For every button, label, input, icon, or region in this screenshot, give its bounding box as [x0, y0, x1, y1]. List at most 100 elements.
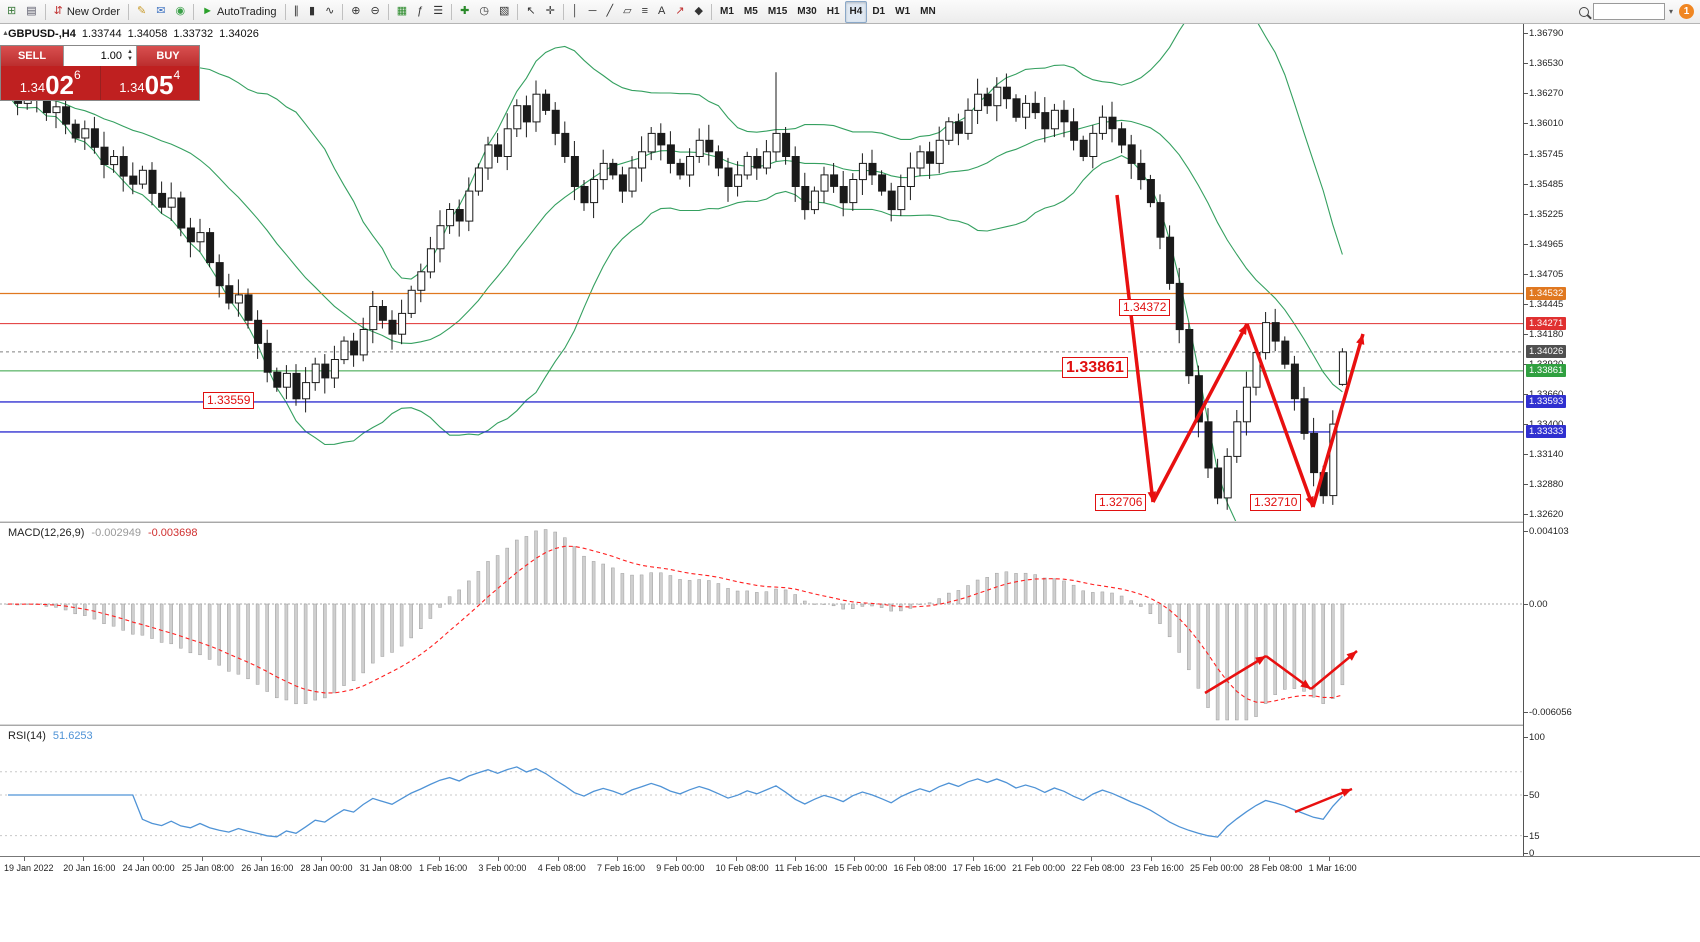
timeframe-m30[interactable]: M30: [797, 6, 817, 17]
buy-price[interactable]: 1.34 05 4: [101, 66, 200, 100]
candlestick-button[interactable]: ▮: [304, 1, 320, 23]
arrows-tool-button[interactable]: ↗: [670, 1, 689, 23]
price-annotation: 1.33861: [1062, 357, 1128, 378]
search-dropdown-icon[interactable]: ▾: [1668, 7, 1673, 16]
axis-label: 1.34180: [1529, 329, 1564, 341]
community-button[interactable]: ◉: [170, 1, 190, 23]
axis-tick-mark: [1524, 853, 1528, 854]
crosshair-icon: ✛: [545, 5, 555, 17]
axis-tick-mark: [1524, 394, 1528, 396]
mql-editor-icon: ✎: [137, 5, 147, 17]
profiles-icon: ▤: [26, 5, 37, 17]
zoom-in-button[interactable]: ⊕: [346, 1, 365, 23]
chats-button[interactable]: ✉: [151, 1, 170, 23]
timeframe-h1[interactable]: H1: [826, 6, 840, 17]
axis-label: 1.35225: [1529, 208, 1564, 220]
bar-chart-button[interactable]: ∥: [289, 1, 305, 23]
volume-input[interactable]: [64, 49, 125, 63]
panel-separator[interactable]: [0, 521, 1700, 524]
channel-button[interactable]: ▱: [618, 1, 636, 23]
sell-price[interactable]: 1.34 02 6: [1, 66, 100, 100]
toolbar-separator: [193, 3, 195, 20]
axis-tick-mark: [1524, 424, 1528, 426]
add-indicator-button[interactable]: ✚: [455, 1, 474, 23]
text-button[interactable]: A: [653, 1, 670, 23]
macd-chart[interactable]: [0, 523, 1523, 723]
periods-button[interactable]: ◷: [474, 1, 494, 23]
time-tick-mark: [498, 857, 500, 861]
panel-separator[interactable]: [0, 724, 1700, 727]
timeframe-mn[interactable]: MN: [920, 6, 936, 17]
profiles-button[interactable]: ▤: [21, 1, 41, 23]
vertical-line-button[interactable]: │: [567, 1, 584, 23]
time-label: 3 Feb 00:00: [478, 863, 527, 873]
tile-windows-icon: ▦: [396, 5, 408, 17]
new-order-button-label: New Order: [66, 5, 121, 18]
notification-badge[interactable]: 1: [1679, 4, 1694, 19]
volume-down-icon[interactable]: ▼: [127, 56, 133, 62]
axis-label: 0.004103: [1529, 525, 1569, 537]
new-order-button[interactable]: ⇵ New Order: [49, 1, 125, 23]
toolbar-separator: [44, 3, 46, 20]
timeframe-m1[interactable]: M1: [720, 6, 734, 17]
timeframe-m5[interactable]: M5: [743, 6, 758, 17]
rsi-name: RSI(14): [8, 730, 46, 742]
volume-stepper[interactable]: ▲ ▼: [124, 49, 136, 62]
sell-button[interactable]: SELL: [1, 46, 63, 66]
line-chart-button[interactable]: ∿: [320, 1, 339, 23]
time-label: 25 Jan 08:00: [181, 863, 234, 873]
shapes-button[interactable]: ◆: [690, 1, 708, 23]
axis-tick-mark: [1524, 514, 1528, 516]
time-tick-mark: [439, 857, 441, 861]
volume-up-icon[interactable]: ▲: [127, 49, 133, 56]
crosshair-button[interactable]: ✛: [541, 1, 560, 23]
timeframe-buttons: M1 M5 M15 M30 H1 H4 D1 W1 MN: [715, 0, 941, 23]
axis-tick-mark: [1524, 737, 1528, 738]
ohlc-close: 1.34026: [219, 28, 259, 40]
templates-button[interactable]: ▧: [494, 1, 514, 23]
objects-list-button[interactable]: ☰: [428, 1, 448, 23]
candlestick-icon: ▮: [309, 5, 316, 17]
axis-label: 1.33140: [1529, 449, 1564, 461]
new-chart-button[interactable]: ⊞: [2, 1, 21, 23]
time-tick-mark: [617, 857, 618, 861]
time-axis[interactable]: 19 Jan 2022 20 Jan 16:00 24 Jan 00:00 25 Ja…: [0, 856, 1700, 879]
horizontal-line-button[interactable]: ─: [584, 1, 602, 23]
axis-tick-mark: [1524, 213, 1528, 215]
axis-price-highlight: 1.33333: [1526, 424, 1567, 438]
search-icon[interactable]: [1578, 6, 1589, 17]
indicators-button[interactable]: ƒ: [412, 1, 428, 23]
rsi-chart[interactable]: [0, 726, 1523, 856]
time-label: 11 Feb 16:00: [774, 863, 828, 873]
time-tick-mark: [794, 857, 796, 861]
fibonacci-button[interactable]: ≡: [637, 1, 653, 23]
axis-tick-mark: [1524, 835, 1528, 837]
axis-tick-mark: [1524, 530, 1528, 532]
buy-button[interactable]: BUY: [137, 46, 199, 66]
price-axis[interactable]: 1.36790 1.36530 1.36270 1.36010 1.35745 1.354…: [1523, 24, 1700, 859]
timeframe-w1[interactable]: W1: [895, 6, 911, 17]
autotrading-button-label: AutoTrading: [216, 5, 277, 18]
time-label: 7 Feb 16:00: [597, 863, 646, 873]
tile-windows-button[interactable]: ▦: [392, 1, 412, 23]
vertical-line-icon: │: [571, 5, 579, 17]
autotrading-button[interactable]: ► AutoTrading: [197, 1, 281, 23]
macd-signal-value: -0.003698: [147, 527, 198, 539]
text-icon: A: [657, 5, 666, 17]
toolbar-separator: [342, 3, 344, 20]
trendline-button[interactable]: ╱: [601, 1, 618, 23]
time-tick-mark: [83, 857, 85, 861]
time-label: 25 Feb 00:00: [1190, 863, 1244, 873]
timeframe-h4[interactable]: H4: [844, 0, 868, 23]
sell-price-prefix: 1.34: [19, 80, 46, 95]
axis-price-highlight: 1.34271: [1526, 316, 1567, 330]
timeframe-d1[interactable]: D1: [872, 6, 886, 17]
cursor-button[interactable]: ↖: [521, 1, 540, 23]
channel-icon: ▱: [623, 5, 632, 17]
axis-label: 50: [1529, 790, 1540, 801]
zoom-out-button[interactable]: ⊖: [366, 1, 385, 23]
timeframe-m15[interactable]: M15: [767, 6, 788, 17]
symbol-search-input[interactable]: [1592, 3, 1665, 20]
mql-editor-button[interactable]: ✎: [132, 1, 151, 23]
candlestick-chart[interactable]: [0, 24, 1523, 521]
